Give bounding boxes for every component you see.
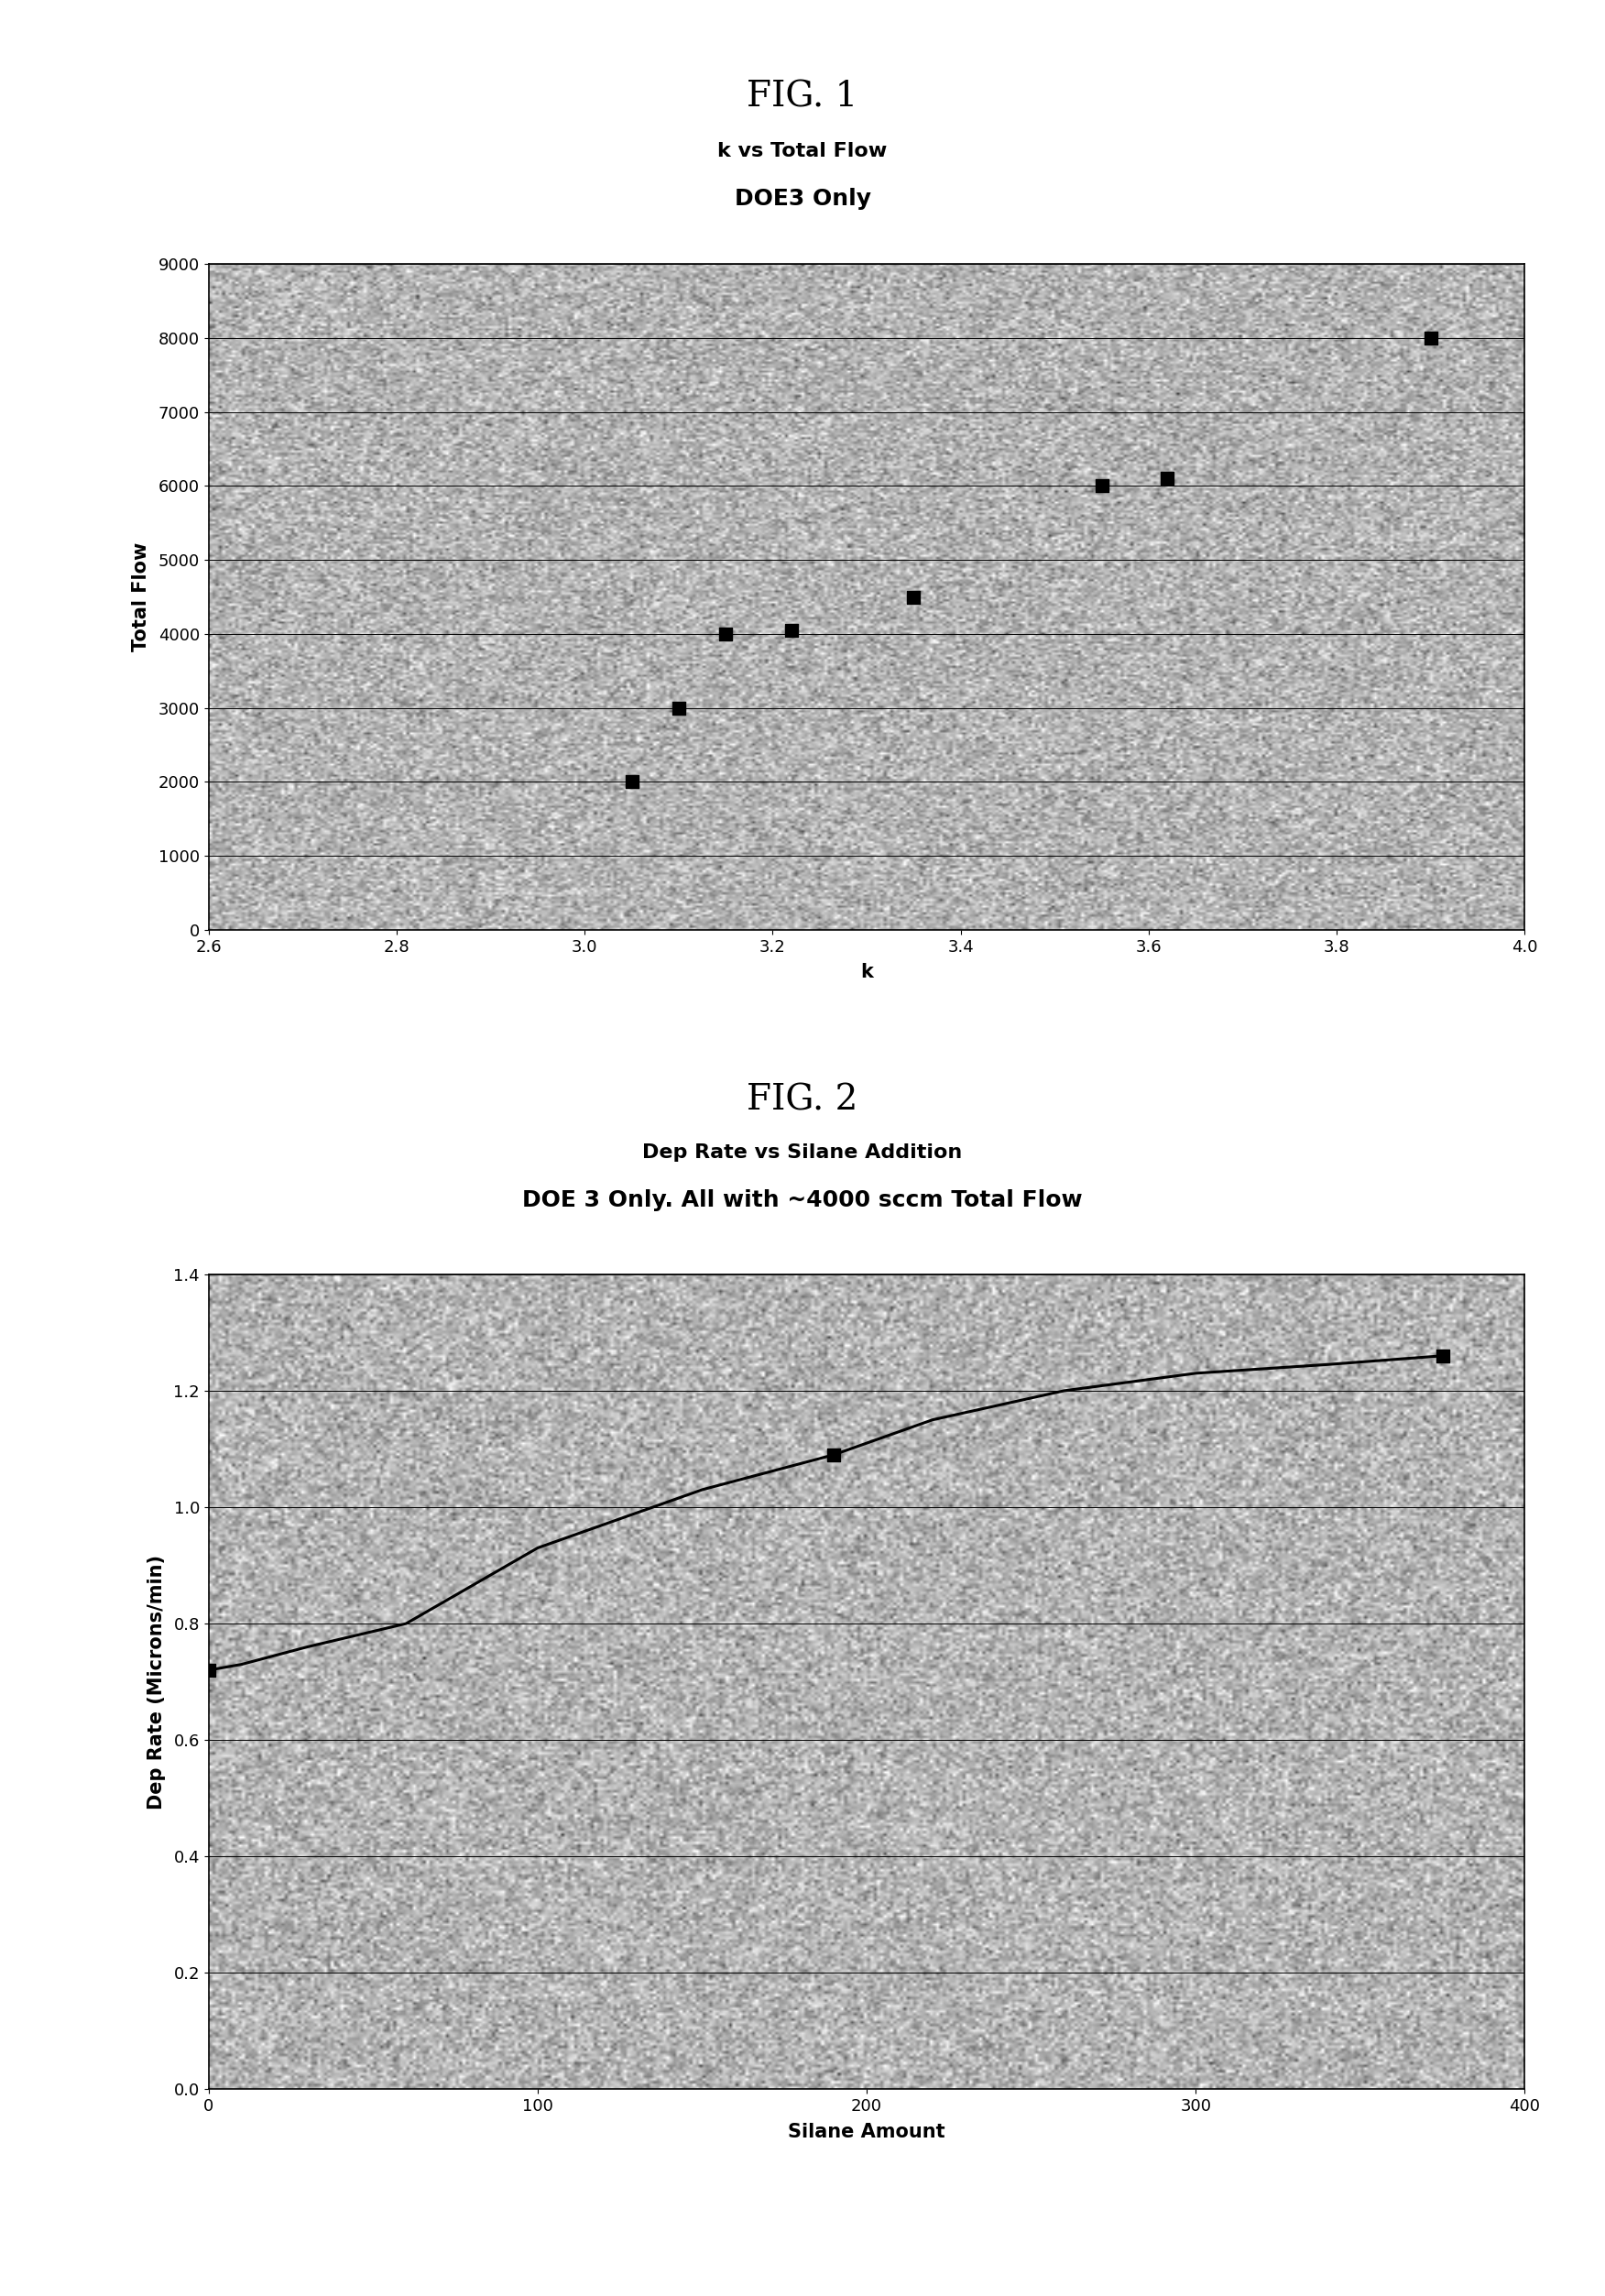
Y-axis label: Dep Rate (Microns/min): Dep Rate (Microns/min) <box>148 1554 165 1809</box>
Point <box>713 615 738 652</box>
Point <box>1088 468 1114 505</box>
Text: k vs Total Flow: k vs Total Flow <box>717 142 888 161</box>
Y-axis label: Total Flow: Total Flow <box>132 542 151 652</box>
Text: DOE 3 Only. All with ~4000 sccm Total Flow: DOE 3 Only. All with ~4000 sccm Total Fl… <box>522 1189 1083 1212</box>
Point <box>1417 319 1443 356</box>
Text: Dep Rate vs Silane Addition: Dep Rate vs Silane Addition <box>642 1143 963 1162</box>
Text: DOE3 Only: DOE3 Only <box>733 188 872 211</box>
X-axis label: Silane Amount: Silane Amount <box>788 2122 945 2140</box>
Point <box>1430 1336 1456 1373</box>
Text: FIG. 1: FIG. 1 <box>746 80 859 115</box>
Text: FIG. 2: FIG. 2 <box>746 1084 859 1118</box>
Point <box>666 689 692 726</box>
Point <box>820 1437 847 1474</box>
Point <box>620 765 645 801</box>
Point <box>900 579 926 615</box>
Point <box>196 1651 221 1688</box>
Point <box>778 611 804 647</box>
X-axis label: k: k <box>860 962 873 980</box>
Point <box>1154 459 1180 496</box>
